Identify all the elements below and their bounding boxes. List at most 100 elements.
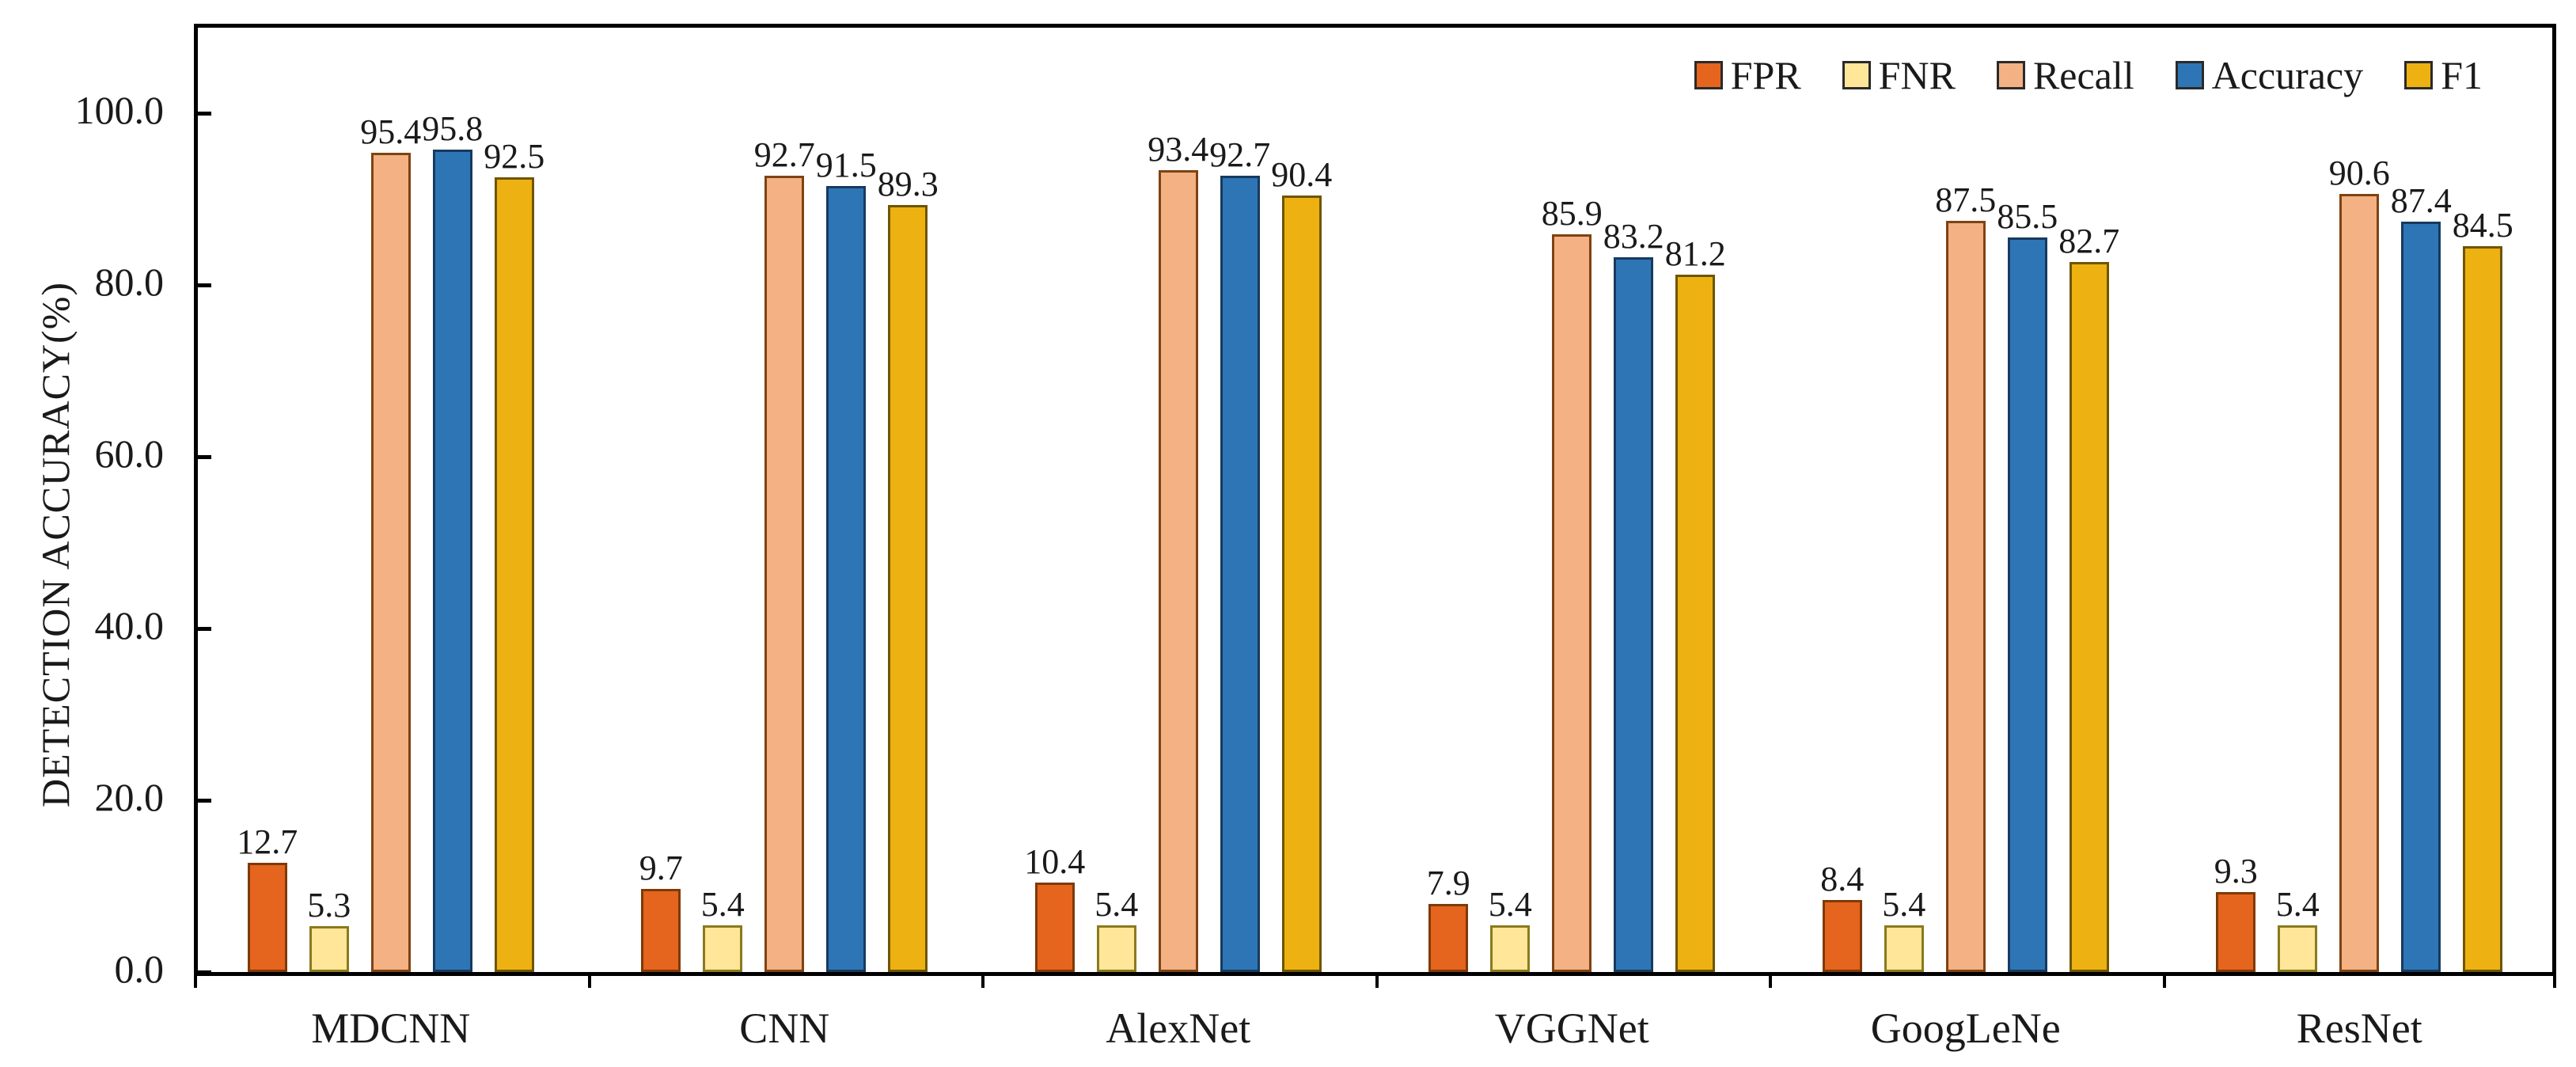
bar-value-label: 8.4 <box>1820 859 1865 898</box>
bar <box>888 205 928 972</box>
x-category-label: ResNet <box>2296 1004 2422 1052</box>
y-axis-tick <box>197 798 211 803</box>
bar <box>370 152 411 972</box>
bar-value-label: 95.4 <box>360 112 422 151</box>
x-axis-tick <box>1769 976 1772 988</box>
fnr-legend-swatch-icon <box>1842 61 1871 89</box>
bar <box>432 149 472 972</box>
y-axis-tick <box>197 454 211 459</box>
fpr-legend-swatch-icon <box>1694 61 1723 89</box>
legend: FPR FNR Recall Accuracy F1 <box>1694 52 2483 98</box>
bar-value-label: 82.7 <box>2058 221 2120 260</box>
bar-value-label: 85.5 <box>1997 197 2058 237</box>
legend-label: FNR <box>1878 53 1956 97</box>
bar-value-label: 5.3 <box>307 886 351 925</box>
bar-value-label: 92.5 <box>484 137 545 177</box>
legend-label: FPR <box>1730 53 1801 97</box>
bar-value-label: 84.5 <box>2452 206 2513 245</box>
y-axis-tick-label: 100.0 <box>74 88 165 132</box>
legend-item: Recall <box>1996 52 2134 98</box>
y-axis-tick <box>197 626 211 631</box>
y-axis-tick-label: 40.0 <box>94 603 165 647</box>
bar <box>2463 246 2503 972</box>
bar <box>1884 925 1924 972</box>
bar-value-label: 91.5 <box>815 146 877 185</box>
x-category-label: AlexNet <box>1106 1004 1251 1052</box>
bar-value-label: 92.7 <box>1209 135 1271 175</box>
x-category-label: GoogLeNe <box>1870 1004 2061 1052</box>
bar <box>2339 193 2380 972</box>
legend-label: Accuracy <box>2211 53 2364 97</box>
bar <box>1675 274 1716 972</box>
y-axis-tick <box>197 970 211 974</box>
bar-value-label: 5.4 <box>2275 885 2320 925</box>
bar <box>2401 221 2441 972</box>
bar-value-label: 5.4 <box>1095 885 1139 925</box>
bar <box>764 176 805 972</box>
bar <box>2007 237 2047 972</box>
bar-value-label: 89.3 <box>877 165 939 204</box>
x-axis-tick <box>2553 976 2556 988</box>
bar-value-label: 95.8 <box>422 108 484 148</box>
bar <box>1552 234 1592 972</box>
bar <box>641 888 681 972</box>
bar-value-label: 5.4 <box>1488 885 1532 925</box>
bar <box>1490 925 1531 972</box>
bar <box>703 925 743 972</box>
bar-value-label: 92.7 <box>753 135 815 175</box>
bar-value-label: 5.4 <box>1882 885 1926 925</box>
bar <box>247 863 287 972</box>
bar <box>1034 883 1075 972</box>
bar-value-label: 7.9 <box>1426 864 1470 903</box>
bar-value-label: 85.9 <box>1541 193 1603 233</box>
bar-value-label: 87.4 <box>2390 180 2452 220</box>
bar <box>2216 892 2256 972</box>
legend-item: F1 <box>2404 52 2483 98</box>
y-axis-tick-label: 20.0 <box>94 775 165 819</box>
legend-label: Recall <box>2032 53 2134 97</box>
bar-value-label: 93.4 <box>1148 129 1209 169</box>
bar <box>1158 169 1198 972</box>
bar <box>2069 261 2109 972</box>
bar <box>826 186 867 972</box>
x-axis-tick <box>981 976 984 988</box>
bar-value-label: 87.5 <box>1935 180 1997 219</box>
bar <box>1281 196 1322 972</box>
x-axis-tick <box>194 976 197 988</box>
y-axis-tick-label: 80.0 <box>94 260 165 304</box>
bar <box>1614 257 1654 972</box>
legend-item: FPR <box>1694 52 1801 98</box>
bar-value-label: 9.3 <box>2214 852 2258 891</box>
bar-value-label: 90.4 <box>1271 155 1333 195</box>
y-axis-tick-label: 0.0 <box>114 947 165 991</box>
x-axis-tick <box>587 976 591 988</box>
legend-item: Accuracy <box>2175 52 2364 98</box>
bar <box>2278 925 2318 972</box>
x-axis-tick <box>1375 976 1379 988</box>
bar <box>494 177 534 972</box>
plot-area <box>194 24 2556 976</box>
bar <box>1822 899 1862 972</box>
bar <box>1428 904 1469 972</box>
x-category-label: CNN <box>739 1004 830 1052</box>
bar <box>1096 925 1136 972</box>
bar <box>1220 176 1260 972</box>
bar-value-label: 12.7 <box>237 822 298 862</box>
y-axis-tick <box>197 111 211 116</box>
recall-legend-swatch-icon <box>1996 61 2025 89</box>
bar-value-label: 9.7 <box>639 848 683 887</box>
y-axis-title: DETECTION ACCURACY(%) <box>33 281 78 808</box>
accuracy-legend-swatch-icon <box>2175 61 2204 89</box>
x-category-label: VGGNet <box>1494 1004 1649 1052</box>
x-axis-tick <box>2162 976 2166 988</box>
bar-value-label: 83.2 <box>1603 217 1664 256</box>
f1-legend-swatch-icon <box>2404 61 2434 89</box>
bar-value-label: 90.6 <box>2328 153 2390 192</box>
bar <box>1945 220 1986 972</box>
y-axis-tick-label: 60.0 <box>94 431 165 476</box>
bar-value-label: 5.4 <box>700 885 745 925</box>
legend-item: FNR <box>1842 52 1956 98</box>
bar-value-label: 10.4 <box>1024 842 1086 882</box>
legend-label: F1 <box>2441 53 2483 97</box>
